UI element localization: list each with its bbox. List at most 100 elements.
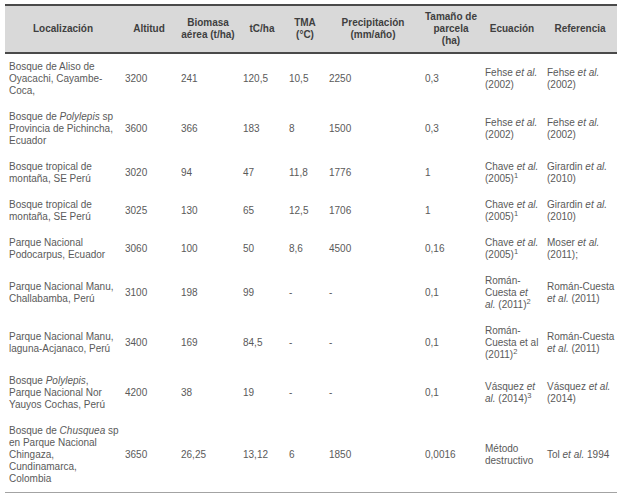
cell-biomasa: 38 [177,368,239,418]
cell-parcela: 0,3 [421,53,481,104]
cell-localizacion: Bosque tropical de montaña, SE Perú [5,154,121,192]
cell-tc-ha: 183 [239,104,285,154]
cell-localizacion: Bosque tropical de montaña, SE Perú [5,192,121,230]
cell-precipitacion: 4500 [325,230,421,268]
cell-biomasa: 241 [177,53,239,104]
cell-precipitacion: 1500 [325,104,421,154]
cell-ecuacion: Chave et al. (2005)1 [481,154,543,192]
cell-precipitacion: - [325,268,421,318]
cell-parcela: 0,1 [421,318,481,368]
cell-tma: - [285,368,325,418]
cell-referencia: Fehse et al. (2002) [543,53,617,104]
cell-referencia: Román-Cuesta et al. (2011) [543,318,617,368]
cell-parcela: 0,3 [421,104,481,154]
cell-tc-ha: 84,5 [239,318,285,368]
cell-tc-ha: 120,5 [239,53,285,104]
cell-tc-ha: 13,12 [239,418,285,493]
cell-parcela: 0,16 [421,230,481,268]
cell-altitud: 3400 [121,318,177,368]
table-row: Parque Nacional Manu, Challabamba, Perú3… [5,268,617,318]
column-header-altitud: Altitud [121,5,177,53]
cell-tma: 8,6 [285,230,325,268]
cell-altitud: 3650 [121,418,177,493]
cell-tma: 6 [285,418,325,493]
table-row: Bosque de Aliso de Oyacachi, Cayambe-Coc… [5,53,617,104]
cell-tc-ha: 65 [239,192,285,230]
table-row: Bosque tropical de montaña, SE Perú30209… [5,154,617,192]
cell-precipitacion: 1776 [325,154,421,192]
table-row: Bosque de Polylepis sp Provincia de Pich… [5,104,617,154]
cell-localizacion: Bosque de Polylepis sp Provincia de Pich… [5,104,121,154]
cell-tma: 11,8 [285,154,325,192]
cell-parcela: 1 [421,154,481,192]
cell-localizacion: Parque Nacional Manu, Challabamba, Perú [5,268,121,318]
cell-tma: 8 [285,104,325,154]
column-header-tma: TMA (°C) [285,5,325,53]
column-header-localizacion: Localización [5,5,121,53]
table-row: Bosque tropical de montaña, SE Perú30251… [5,192,617,230]
cell-tc-ha: 99 [239,268,285,318]
column-header-tc-ha: tC/ha [239,5,285,53]
cell-ecuacion: Fehse et al. (2002) [481,53,543,104]
cell-precipitacion: - [325,368,421,418]
cell-localizacion: Bosque de Aliso de Oyacachi, Cayambe-Coc… [5,53,121,104]
cell-altitud: 3020 [121,154,177,192]
table-row: Bosque de Chusquea sp en Parque Nacional… [5,418,617,493]
cell-altitud: 3025 [121,192,177,230]
cell-referencia: Román-Cuesta et al. (2011) [543,268,617,318]
table-header: Localización Altitud Biomasa aérea (t/ha… [5,5,617,53]
cell-localizacion: Parque Nacional Manu, laguna-Acjanaco, P… [5,318,121,368]
biomass-table: Localización Altitud Biomasa aérea (t/ha… [5,4,617,493]
cell-ecuacion: Fehse et al. (2002) [481,104,543,154]
page: Localización Altitud Biomasa aérea (t/ha… [0,0,622,496]
cell-parcela: 0,1 [421,368,481,418]
cell-biomasa: 94 [177,154,239,192]
cell-parcela: 1 [421,192,481,230]
cell-altitud: 3060 [121,230,177,268]
column-header-biomasa-aerea: Biomasa aérea (t/ha) [177,5,239,53]
cell-referencia: Tol et al. 1994 [543,418,617,493]
cell-referencia: Moser et al. (2011); [543,230,617,268]
cell-biomasa: 130 [177,192,239,230]
cell-biomasa: 169 [177,318,239,368]
cell-parcela: 0,0016 [421,418,481,493]
header-row: Localización Altitud Biomasa aérea (t/ha… [5,5,617,53]
cell-altitud: 4200 [121,368,177,418]
cell-ecuacion: Román-Cuesta et al (2011)2 [481,318,543,368]
cell-ecuacion: Vásquez et al. (2014)3 [481,368,543,418]
cell-ecuacion: Román-Cuesta et al. (2011)2 [481,268,543,318]
cell-precipitacion: - [325,318,421,368]
cell-biomasa: 100 [177,230,239,268]
cell-precipitacion: 1706 [325,192,421,230]
cell-tma: - [285,268,325,318]
column-header-referencia: Referencia [543,5,617,53]
table-row: Bosque Polylepis, Parque Nacional Nor Ya… [5,368,617,418]
cell-biomasa: 366 [177,104,239,154]
table-body: Bosque de Aliso de Oyacachi, Cayambe-Coc… [5,53,617,493]
table-row: Parque Nacional Manu, laguna-Acjanaco, P… [5,318,617,368]
cell-ecuacion: Método destructivo [481,418,543,493]
cell-altitud: 3200 [121,53,177,104]
cell-tma: 12,5 [285,192,325,230]
cell-biomasa: 26,25 [177,418,239,493]
table-row: Parque Nacional Podocarpus, Ecuador30601… [5,230,617,268]
column-header-ecuacion: Ecuación [481,5,543,53]
cell-referencia: Vásquez et al. (2014) [543,368,617,418]
cell-referencia: Girardin et al. (2010) [543,192,617,230]
column-header-tamano-parcela: Tamaño de parcela (ha) [421,5,481,53]
cell-referencia: Fehse et al. (2002) [543,104,617,154]
cell-altitud: 3600 [121,104,177,154]
cell-parcela: 0,1 [421,268,481,318]
cell-altitud: 3100 [121,268,177,318]
cell-tma: 10,5 [285,53,325,104]
cell-precipitacion: 1850 [325,418,421,493]
cell-precipitacion: 2250 [325,53,421,104]
cell-localizacion: Bosque de Chusquea sp en Parque Nacional… [5,418,121,493]
cell-referencia: Girardin et al. (2010) [543,154,617,192]
column-header-precipitacion: Precipitación (mm/año) [325,5,421,53]
cell-ecuacion: Chave et al. (2005)1 [481,230,543,268]
cell-localizacion: Parque Nacional Podocarpus, Ecuador [5,230,121,268]
cell-localizacion: Bosque Polylepis, Parque Nacional Nor Ya… [5,368,121,418]
cell-biomasa: 198 [177,268,239,318]
cell-ecuacion: Chave et al. (2005)1 [481,192,543,230]
